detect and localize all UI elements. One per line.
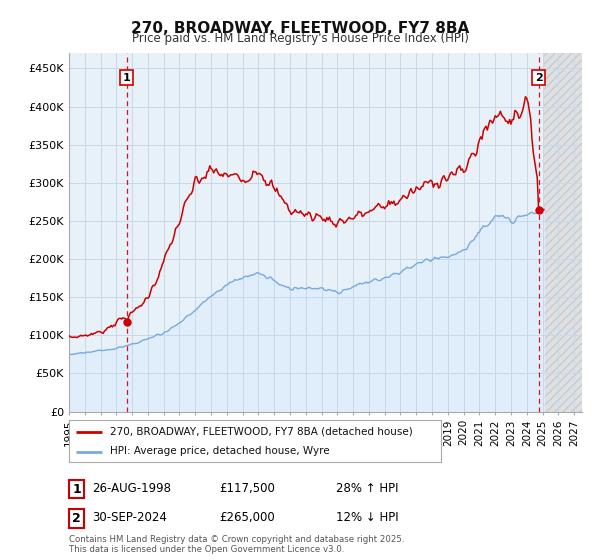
Text: £265,000: £265,000 (219, 511, 275, 524)
Text: 26-AUG-1998: 26-AUG-1998 (92, 482, 171, 495)
Text: 1: 1 (123, 73, 130, 83)
Text: 30-SEP-2024: 30-SEP-2024 (92, 511, 167, 524)
Text: 12% ↓ HPI: 12% ↓ HPI (336, 511, 398, 524)
Bar (542, 53, 582, 412)
Text: 1: 1 (72, 483, 81, 496)
Text: £117,500: £117,500 (219, 482, 275, 495)
Text: 2: 2 (72, 512, 81, 525)
Text: 270, BROADWAY, FLEETWOOD, FY7 8BA: 270, BROADWAY, FLEETWOOD, FY7 8BA (131, 21, 469, 36)
Text: HPI: Average price, detached house, Wyre: HPI: Average price, detached house, Wyre (110, 446, 329, 456)
Text: 270, BROADWAY, FLEETWOOD, FY7 8BA (detached house): 270, BROADWAY, FLEETWOOD, FY7 8BA (detac… (110, 427, 413, 437)
Text: Price paid vs. HM Land Registry's House Price Index (HPI): Price paid vs. HM Land Registry's House … (131, 32, 469, 45)
Text: 2: 2 (535, 73, 542, 83)
Text: 28% ↑ HPI: 28% ↑ HPI (336, 482, 398, 495)
Text: Contains HM Land Registry data © Crown copyright and database right 2025.
This d: Contains HM Land Registry data © Crown c… (69, 535, 404, 554)
